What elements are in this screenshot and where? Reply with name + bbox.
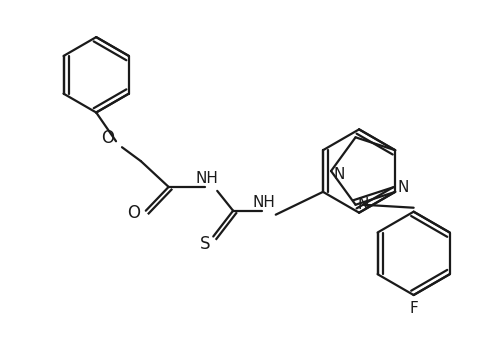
Text: N: N: [397, 180, 409, 195]
Text: N: N: [333, 168, 344, 183]
Text: O: O: [127, 204, 141, 222]
Text: NH: NH: [196, 171, 219, 186]
Text: O: O: [101, 129, 115, 147]
Text: F: F: [409, 302, 418, 317]
Text: NH: NH: [252, 195, 275, 210]
Text: S: S: [200, 236, 211, 253]
Text: N: N: [358, 197, 369, 212]
